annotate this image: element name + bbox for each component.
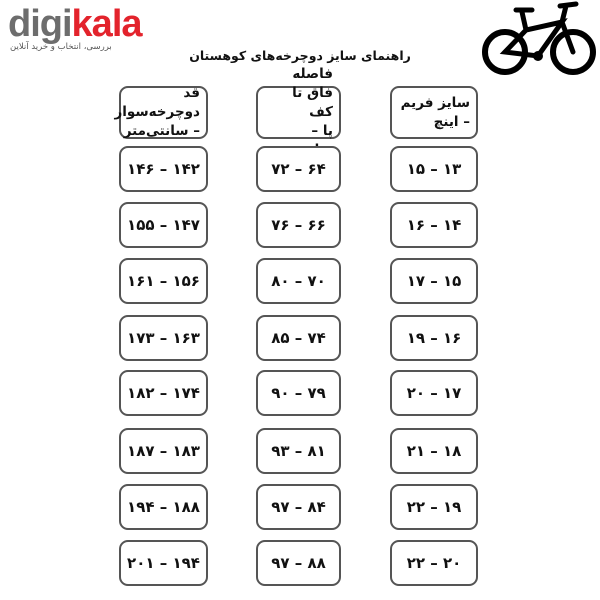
cell-frame-size: ۱۵ – ۱۳ — [390, 146, 478, 192]
logo-digi: digi — [8, 3, 73, 45]
cell-inseam: ۷۶ – ۶۶ — [256, 202, 341, 248]
logo-kala: kala — [71, 3, 143, 45]
header-rider-height: قد دوچرخه‌سوار – سانتی‌متر — [114, 85, 208, 139]
header-line1: فاصله فاق تا کف — [292, 66, 333, 120]
header-line1: سایز فریم — [400, 94, 470, 111]
cell-rider-height: ۱۴۶ – ۱۴۲ — [119, 146, 208, 192]
cell-rider-height: ۱۵۵ – ۱۴۷ — [119, 202, 208, 248]
cell-frame-size: ۲۰ – ۱۷ — [390, 370, 478, 416]
cell-rider-height: ۲۰۱ – ۱۹۴ — [119, 540, 208, 586]
digikala-logo: digikala — [8, 3, 143, 45]
cell-inseam: ۹۷ – ۸۴ — [256, 484, 341, 530]
header-line2: – سانتی‌متر — [123, 123, 200, 139]
cell-rider-height: ۱۷۳ – ۱۶۳ — [119, 315, 208, 361]
cell-rider-height: ۱۶۱ – ۱۵۶ — [119, 258, 208, 304]
page-title: راهنمای سایز دوچرخه‌های کوهستان — [189, 48, 411, 63]
logo-tagline: بررسی، انتخاب و خرید آنلاین — [10, 42, 112, 52]
header-line1: قد دوچرخه‌سوار — [114, 85, 200, 120]
cell-inseam: ۷۲ – ۶۴ — [256, 146, 341, 192]
header-line2: – اینچ — [433, 113, 470, 130]
cell-rider-height: ۱۸۷ – ۱۸۳ — [119, 428, 208, 474]
header-frame-size: سایز فریم – اینچ — [390, 86, 478, 139]
cell-frame-size: ۱۷ – ۱۵ — [390, 258, 478, 304]
cell-inseam: ۸۰ – ۷۰ — [256, 258, 341, 304]
cell-inseam: ۹۳ – ۸۱ — [256, 428, 341, 474]
cell-frame-size: ۲۲ – ۲۰ — [390, 540, 478, 586]
cell-frame-size: ۱۶ – ۱۴ — [390, 202, 478, 248]
mountain-bike-icon — [482, 1, 596, 75]
cell-inseam: ۸۵ – ۷۴ — [256, 315, 341, 361]
cell-rider-height: ۱۸۲ – ۱۷۴ — [119, 370, 208, 416]
cell-inseam: ۹۷ – ۸۸ — [256, 540, 341, 586]
cell-frame-size: ۲۲ – ۱۹ — [390, 484, 478, 530]
cell-frame-size: ۱۹ – ۱۶ — [390, 315, 478, 361]
cell-inseam: ۹۰ – ۷۹ — [256, 370, 341, 416]
cell-frame-size: ۲۱ – ۱۸ — [390, 428, 478, 474]
cell-rider-height: ۱۹۴ – ۱۸۸ — [119, 484, 208, 530]
